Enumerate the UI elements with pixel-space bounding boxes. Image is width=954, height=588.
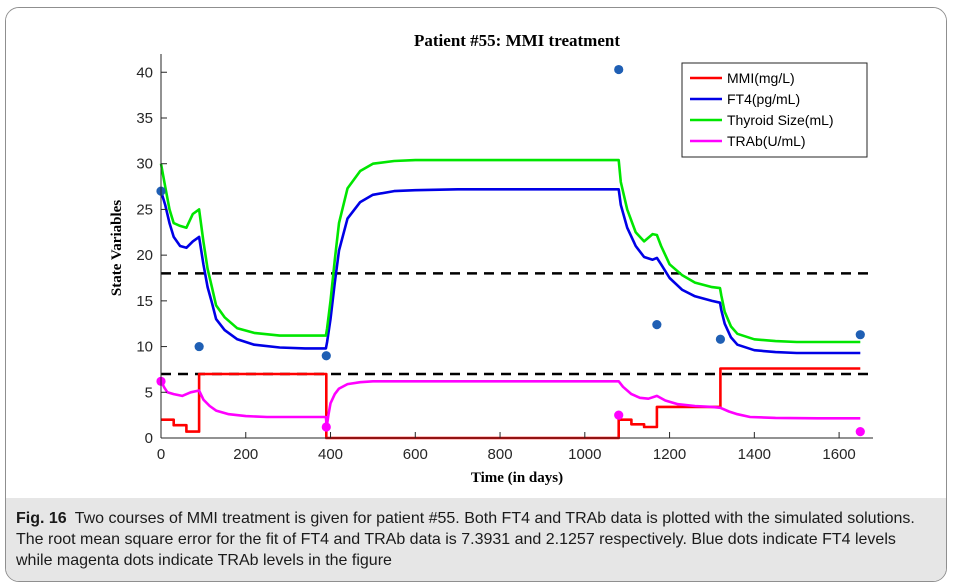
ft4-data-point-5 [652,320,662,330]
y-tick-label: 0 [145,430,153,447]
y-tick-label: 30 [136,156,153,173]
figure-frame: 0 200 400 600 800 1000 1200 1400 1600 0 5 10 15 20 25 3… [5,7,947,582]
x-tick-label: 0 [157,446,165,463]
x-tick-label: 600 [403,446,428,463]
x-tick-label: 1400 [738,446,771,463]
y-tick-label: 40 [136,64,153,81]
x-tick-label: 1000 [568,446,601,463]
x-tick-label: 800 [488,446,513,463]
ft4-data-point-2 [194,341,204,352]
y-tick-label: 5 [145,384,153,401]
legend-label: TRAb(U/mL) [727,133,806,149]
y-tick-label: 10 [136,339,153,356]
ft4-data-point-3 [321,351,331,361]
trab-data-point-2 [321,422,331,432]
trab-data-point-4 [855,427,865,437]
x-tick-label: 1600 [822,446,855,463]
chart-area: 0 200 400 600 800 1000 1200 1400 1600 0 5 10 15 20 25 3… [6,8,946,498]
series-line-trab [159,379,861,429]
y-tick-label: 20 [136,247,153,264]
x-axis-label: Time (in days) [471,470,563,486]
x-tick-label: 1200 [653,446,686,463]
y-tick-label: 35 [136,110,153,127]
caption-text: Two courses of MMI treatment is given fo… [16,510,915,569]
trab-data-point-3 [614,410,624,420]
caption-box: Fig. 16 Two courses of MMI treatment is g… [6,498,946,581]
series-line-mmi [161,367,861,440]
ft4-data-point-7 [855,330,865,340]
series-line-ft4 [159,188,861,355]
chart-title: Patient #55: MMI treatment [414,31,620,50]
y-tick-label: 25 [136,201,153,218]
y-tick-label: 15 [136,293,153,310]
figure-label: Fig. 16 [16,510,67,527]
legend-label: FT4(pg/mL) [727,91,800,107]
x-tick-label: 200 [233,446,258,463]
figure-caption: Fig. 16 Two courses of MMI treatment is g… [16,508,926,571]
line-chart: 0 200 400 600 800 1000 1200 1400 1600 0 5 10 15 20 25 3… [109,31,873,486]
legend-label: Thyroid Size(mL) [727,112,834,128]
ft4-data-point-6 [715,334,726,344]
ft4-data-point-4 [614,64,624,75]
x-tick-label: 400 [318,446,343,463]
series-line-thyroid-size [159,158,861,344]
y-axis-label: State Variables [109,200,125,296]
legend-label: MMI(mg/L) [727,70,795,86]
